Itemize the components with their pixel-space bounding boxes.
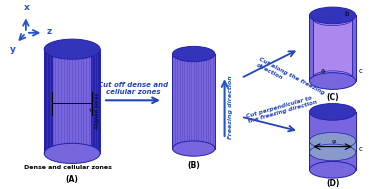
Bar [44,49,53,153]
Bar [313,19,352,77]
Ellipse shape [310,104,356,120]
Bar [92,49,100,153]
Text: c: c [359,146,363,152]
Text: Cut along the freezing
direction: Cut along the freezing direction [256,57,326,101]
Text: (C): (C) [326,93,339,102]
Bar [310,112,356,170]
Text: Dense and cellular zones: Dense and cellular zones [25,165,112,170]
Ellipse shape [313,13,352,26]
Text: φ: φ [331,139,336,144]
Text: (B): (B) [187,161,200,170]
Ellipse shape [310,73,356,89]
Text: Freezing direction: Freezing direction [228,75,234,139]
Bar [310,141,356,152]
Text: Cut perpendicular to
the freezing direction: Cut perpendicular to the freezing direct… [246,94,318,124]
Ellipse shape [313,71,352,83]
Bar [173,54,215,149]
Bar [44,49,100,153]
Text: c: c [359,68,363,74]
Text: y: y [10,45,16,54]
Ellipse shape [44,39,100,59]
Ellipse shape [173,46,215,62]
Ellipse shape [173,141,215,156]
Text: Cut off dense and
cellular zones: Cut off dense and cellular zones [98,81,168,94]
Ellipse shape [44,143,100,163]
Ellipse shape [310,7,356,24]
Bar [310,15,356,81]
Text: Aligned pores: Aligned pores [95,93,100,129]
Text: x: x [24,3,30,12]
Ellipse shape [310,132,356,149]
Text: a: a [321,68,325,74]
Text: (D): (D) [326,179,339,188]
Ellipse shape [310,161,356,178]
Text: (A): (A) [66,175,78,184]
Text: z: z [46,27,51,36]
Ellipse shape [310,144,356,161]
Text: b: b [344,11,348,16]
